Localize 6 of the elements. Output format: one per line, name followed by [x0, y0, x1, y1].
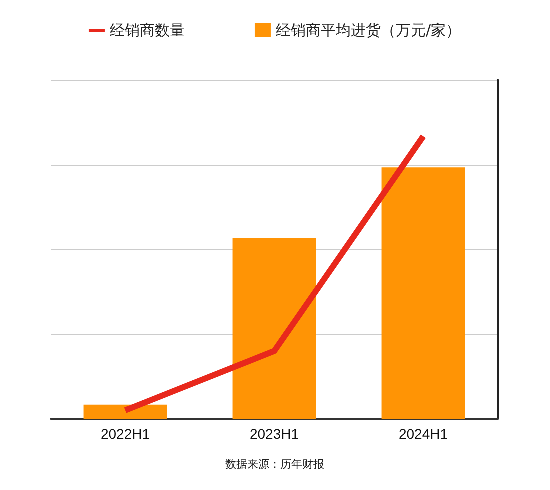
x-tick-label: 2023H1: [250, 426, 300, 442]
x-tick-label: 2022H1: [100, 426, 150, 442]
x-tick-label: 2024H1: [398, 426, 448, 442]
legend-label: 经销商平均进货（万元/家）: [276, 22, 462, 40]
legend-label: 经销商数量: [110, 22, 185, 40]
source-note: 数据来源：历年财报: [226, 458, 324, 471]
